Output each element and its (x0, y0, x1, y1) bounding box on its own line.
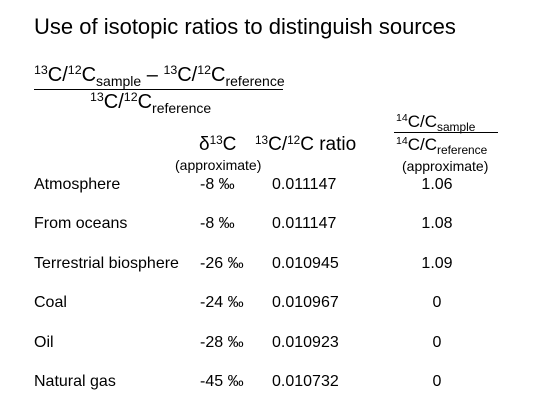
row-source: From oceans (34, 215, 128, 232)
row-c14: 0 (432, 294, 442, 311)
delta-symbol: δ (199, 134, 210, 155)
c14-den-sup: 14 (396, 135, 408, 148)
row-source: Oil (34, 334, 54, 351)
num-a-sup2: 12 (67, 63, 82, 78)
num-b-sub: reference (225, 72, 285, 89)
row-delta13c: -45 ‰ (200, 373, 244, 390)
row-source: Atmosphere (34, 176, 121, 193)
ratio-c: C ratio (300, 134, 357, 155)
num-a-c: C (81, 64, 97, 86)
row-ratio: 0.010967 (272, 294, 339, 311)
row-c14: 0 (432, 373, 442, 390)
c14-num-sub: sample (437, 120, 476, 135)
row-c14: 0 (432, 334, 442, 351)
c14-den-sub: reference (437, 143, 488, 158)
c14-header-note: (approximate) (402, 158, 489, 174)
c14-header-fraction-bar (394, 132, 498, 133)
row-ratio: 0.011147 (272, 176, 337, 193)
num-b-c: C (211, 64, 226, 86)
den-sup2: 12 (123, 90, 138, 105)
row-source: Natural gas (34, 373, 116, 390)
den-mid: C/ (103, 91, 124, 113)
row-ratio: 0.010923 (272, 334, 339, 351)
ratio-header: 13C/12C ratio (255, 134, 356, 156)
delta13c-header: δ13C (199, 134, 236, 156)
num-minus: – (141, 64, 164, 86)
row-c14: 1.08 (421, 215, 453, 232)
num-b-mid: C/ (177, 64, 198, 86)
row-delta13c: -8 ‰ (200, 215, 235, 232)
row-source: Terrestrial biosphere (34, 255, 179, 272)
num-a-mid: C/ (47, 64, 68, 86)
row-source: Coal (34, 294, 67, 311)
ratio-sup: 13 (255, 133, 269, 147)
row-ratio: 0.011147 (272, 215, 337, 232)
c14-header-denominator: 14C/Creference (396, 135, 488, 158)
den-c: C (137, 91, 153, 113)
row-ratio: 0.010945 (272, 255, 339, 272)
num-a-sub: sample (96, 72, 142, 89)
slide-title: Use of isotopic ratios to distinguish so… (34, 14, 456, 39)
num-b-sup2: 12 (197, 63, 212, 78)
delta-sup: 13 (209, 133, 223, 147)
row-delta13c: -26 ‰ (200, 255, 244, 272)
formula-denominator: 13C/12Creference (90, 90, 212, 116)
num-b-sup: 13 (163, 63, 178, 78)
row-c14: 1.06 (421, 176, 453, 193)
ratio-mid: C/ (268, 134, 288, 155)
delta-c: C (222, 134, 237, 155)
ratio-sup2: 12 (287, 133, 301, 147)
c14-header-numerator: 14C/Csample (396, 112, 476, 135)
c14-num-mid: C/C (407, 112, 437, 131)
row-delta13c: -8 ‰ (200, 176, 235, 193)
row-delta13c: -28 ‰ (200, 334, 244, 351)
c14-den-mid: C/C (407, 135, 437, 154)
row-delta13c: -24 ‰ (200, 294, 244, 311)
row-ratio: 0.010732 (272, 373, 339, 390)
row-c14: 1.09 (421, 255, 453, 272)
formula-fraction-bar (34, 89, 283, 90)
delta13c-header-note: (approximate) (175, 157, 262, 173)
formula-numerator: 13C/12Csample – 13C/12Creference (34, 63, 285, 89)
c14-num-sup: 14 (396, 112, 408, 125)
den-sub: reference (152, 99, 212, 116)
den-sup: 13 (90, 90, 104, 105)
num-a-sup: 13 (34, 63, 48, 78)
